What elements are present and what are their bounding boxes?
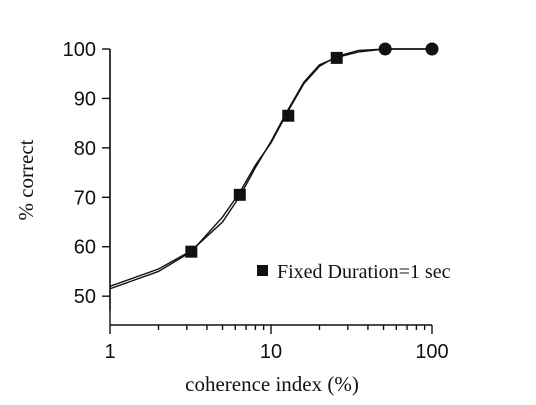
legend-square-marker bbox=[257, 265, 268, 276]
y-tick-label: 80 bbox=[74, 138, 96, 160]
x-axis-title: coherence index (%) bbox=[185, 372, 359, 396]
y-tick-label: 100 bbox=[63, 39, 96, 61]
y-axis-title: % correct bbox=[14, 139, 38, 220]
data-point-square bbox=[331, 52, 343, 64]
data-point-square bbox=[185, 246, 197, 258]
data-point-square bbox=[234, 189, 246, 201]
x-tick-label: 10 bbox=[260, 341, 282, 363]
legend-label: Fixed Duration=1 sec bbox=[277, 261, 451, 283]
data-point-circle bbox=[426, 43, 439, 56]
x-tick-label: 1 bbox=[104, 341, 115, 363]
data-point-circle bbox=[379, 43, 392, 56]
fit-curve bbox=[110, 49, 432, 289]
y-tick-label: 50 bbox=[74, 286, 96, 308]
x-tick-label: 100 bbox=[415, 341, 448, 363]
y-tick-label: 90 bbox=[74, 88, 96, 110]
fit-curve bbox=[110, 49, 432, 286]
y-tick-label: 60 bbox=[74, 237, 96, 259]
y-tick-label: 70 bbox=[74, 187, 96, 209]
data-point-square bbox=[282, 110, 294, 122]
